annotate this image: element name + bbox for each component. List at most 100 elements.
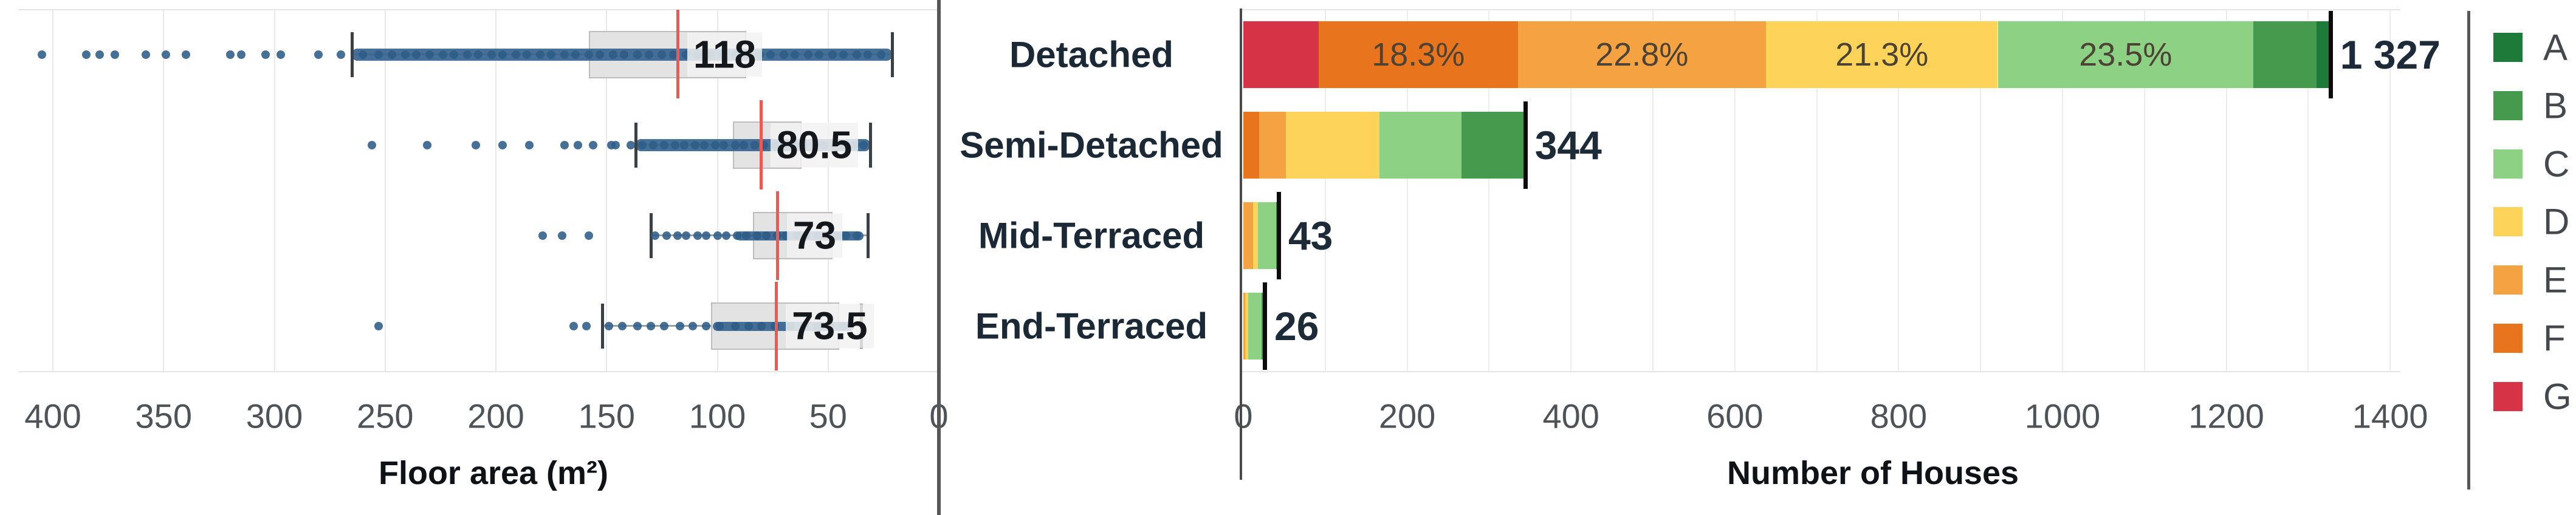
mean-label: 73 (786, 213, 843, 258)
bar-segment-D[interactable] (1286, 111, 1379, 179)
bar-segment-C[interactable] (1248, 293, 1262, 360)
data-point (423, 140, 431, 149)
legend-item-E[interactable]: E (2485, 256, 2576, 304)
legend-item-label: B (2543, 85, 2568, 126)
plot-bottom-border (18, 371, 939, 372)
data-point (359, 50, 368, 59)
gridline (2143, 9, 2145, 372)
bar-segment-E[interactable] (1517, 21, 1767, 88)
legend-item-C[interactable]: C (2485, 140, 2576, 188)
category-label: Detached (1009, 34, 1174, 75)
gridline (384, 9, 386, 372)
data-point (761, 231, 771, 240)
data-point (596, 50, 605, 59)
data-point (438, 50, 447, 59)
data-point (620, 50, 629, 59)
plot-bottom-border (1242, 371, 2400, 372)
data-point (864, 50, 873, 59)
x-tick-label: 800 (1870, 397, 1928, 435)
legend-item-G[interactable]: G (2485, 372, 2576, 421)
bar-segment-D[interactable] (1245, 293, 1249, 360)
data-point (722, 231, 731, 240)
total-label: 26 (1274, 304, 1319, 349)
x-tick-label: 400 (1542, 397, 1599, 435)
data-point (733, 231, 742, 240)
whisker-cap (869, 122, 872, 168)
gridline (1570, 9, 1572, 372)
legend-swatch-F (2493, 324, 2523, 353)
mean-label: 118 (687, 32, 763, 77)
data-point (647, 322, 656, 331)
legend-swatch-C (2493, 149, 2523, 179)
bar-segment-F[interactable] (1319, 21, 1518, 88)
bar-segment-D[interactable] (1253, 202, 1259, 270)
data-point (367, 140, 376, 149)
bar-segment-E[interactable] (1243, 202, 1254, 270)
data-point (236, 50, 246, 59)
x-tick-label: 250 (357, 397, 414, 435)
data-point (828, 50, 837, 59)
data-point (693, 231, 702, 240)
bar-segment-E[interactable] (1259, 111, 1286, 179)
data-point (569, 322, 578, 331)
bar-segment-D[interactable] (1766, 21, 1998, 88)
data-point (582, 322, 591, 331)
bar-segment-B[interactable] (1461, 111, 1525, 179)
legend-item-A[interactable]: A (2485, 23, 2576, 72)
data-point (815, 50, 824, 59)
data-point (750, 140, 760, 149)
data-point (472, 140, 481, 149)
legend-item-B[interactable]: B (2485, 81, 2576, 130)
bar-end-line (1523, 101, 1528, 189)
bar-segment-C[interactable] (1379, 111, 1461, 179)
data-point (535, 50, 544, 59)
data-point (668, 50, 678, 59)
data-point (662, 231, 671, 240)
data-point (757, 322, 766, 331)
total-label: 344 (1534, 122, 1602, 168)
data-point (411, 50, 421, 59)
bar-end-line (2328, 10, 2333, 98)
bar-segment-C[interactable] (1258, 202, 1276, 270)
bar-segment-E[interactable] (1243, 293, 1245, 360)
data-point (841, 231, 850, 240)
gridline (716, 9, 718, 372)
legend-item-label: A (2543, 27, 2568, 68)
x-tick-label: 300 (246, 397, 303, 435)
legend-divider (2467, 11, 2470, 489)
x-tick-label: 400 (24, 397, 81, 435)
gridline (2062, 9, 2063, 372)
data-point (585, 50, 594, 59)
data-point (560, 50, 569, 59)
bar-segment-C[interactable] (1997, 21, 2254, 88)
bar-segment-F[interactable] (1243, 111, 1259, 179)
data-point (702, 231, 711, 240)
category-label: End-Terraced (975, 305, 1208, 347)
data-point (314, 50, 323, 59)
data-point (37, 50, 46, 59)
gridline (1488, 9, 1490, 372)
data-point (730, 322, 740, 331)
legend-item-label: C (2543, 143, 2570, 185)
data-point (573, 140, 582, 149)
floor-area-axis-title: Floor area (m²) (378, 455, 609, 491)
legend-item-D[interactable]: D (2485, 197, 2576, 246)
legend-item-F[interactable]: F (2485, 314, 2576, 363)
bar-segment-G[interactable] (1243, 21, 1319, 88)
bar-segment-B[interactable] (2253, 21, 2317, 88)
data-point (524, 140, 534, 149)
whisker-cap (634, 122, 637, 168)
bar-segment-A[interactable] (2316, 21, 2330, 88)
x-tick-label: 1200 (2188, 397, 2264, 435)
gridline (273, 9, 275, 372)
segment-pct-label: 23.5% (2079, 36, 2172, 73)
category-label: Semi-Detached (960, 124, 1223, 166)
data-point (609, 50, 618, 59)
data-point (585, 231, 594, 240)
data-point (400, 50, 410, 59)
data-point (660, 140, 669, 149)
data-point (679, 140, 689, 149)
data-point (839, 50, 848, 59)
mean-line (775, 281, 778, 370)
gridline (1406, 9, 1408, 372)
